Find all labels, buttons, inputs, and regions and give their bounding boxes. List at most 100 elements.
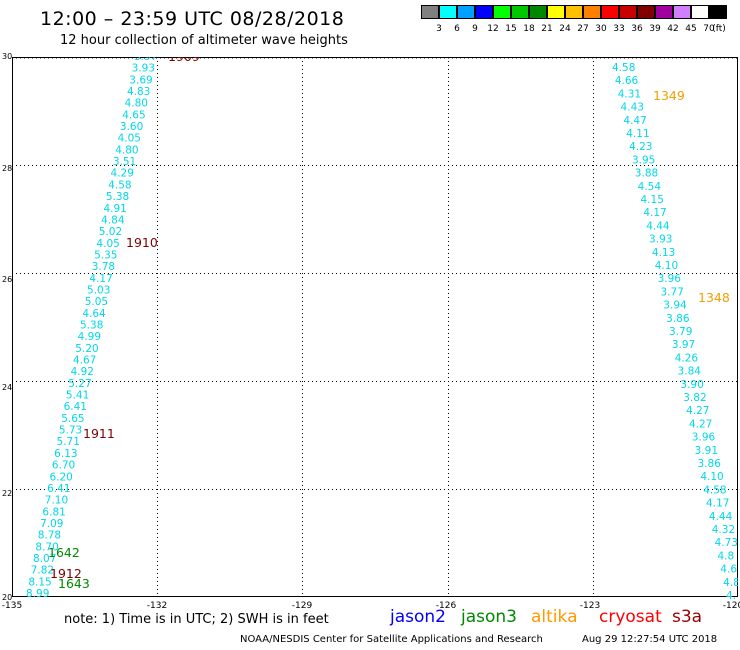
- legend-label: 42: [667, 24, 679, 34]
- swh-value: 3.97: [672, 339, 695, 351]
- swh-value: 4.91: [103, 203, 126, 215]
- satellite-label-jason3: jason3: [461, 607, 517, 627]
- legend-swatch: [421, 5, 439, 19]
- legend-swatch: [619, 5, 637, 19]
- swh-value: 5.02: [99, 226, 122, 238]
- swh-value: 5.41: [66, 390, 89, 402]
- swh-value: 4.17: [706, 498, 729, 510]
- legend-label: 36: [631, 24, 643, 34]
- map-plot: 3.973.933.694.834.804.653.604.054.803.51…: [12, 57, 738, 602]
- legend-label: 45: [685, 24, 697, 34]
- swh-value: 5.20: [75, 343, 98, 355]
- swh-value: 3.51: [113, 156, 136, 168]
- lat-label: 26: [2, 275, 13, 284]
- legend-swatch: [457, 5, 475, 19]
- legend-swatch: [583, 5, 601, 19]
- swh-value: 4.10: [700, 471, 723, 483]
- swh-value: 4.27: [689, 418, 712, 430]
- swh-value: 4.84: [101, 214, 125, 226]
- time-label: 1348: [698, 290, 730, 305]
- legend-swatch: [511, 5, 529, 19]
- swh-value: 5.65: [61, 413, 84, 425]
- swh-value: 4.29: [111, 168, 134, 180]
- swh-value: 4.80: [115, 144, 138, 156]
- footer-note: note: 1) Time is in UTC; 2) SWH is in fe…: [64, 612, 329, 627]
- legend-swatch: [529, 5, 547, 19]
- satellite-label-s3a: s3a: [672, 607, 703, 627]
- swh-value: 3.78: [92, 261, 115, 273]
- satellite-label-altika: altika: [531, 607, 578, 627]
- swh-value: 4.17: [89, 273, 112, 285]
- time-label: 1349: [653, 88, 685, 103]
- swh-value: 7.82: [31, 565, 54, 577]
- swh-value: 4.43: [621, 102, 644, 114]
- legend-label: 12: [487, 24, 499, 34]
- legend-label: 21: [541, 24, 553, 34]
- time-label: 1911: [83, 426, 115, 441]
- swh-value: 3.93: [132, 63, 155, 75]
- swh-value: 6.41: [47, 483, 70, 495]
- swh-value: 4.58: [612, 62, 635, 74]
- lon-label: -120: [722, 601, 740, 611]
- lon-label: -132: [146, 601, 168, 611]
- swh-value: 5.73: [59, 425, 82, 437]
- swh-value: 5.38: [80, 320, 103, 332]
- swh-value: 8.07: [33, 553, 56, 565]
- time-label: 1910: [126, 235, 158, 250]
- swh-value: 3.95: [632, 154, 655, 166]
- swh-value: 4.31: [618, 88, 641, 100]
- swh-value: 4.66: [615, 75, 639, 87]
- swh-value: 4.44: [646, 220, 670, 232]
- swh-value: 4.8: [723, 577, 738, 589]
- lon-label: -135: [1, 601, 23, 611]
- legend-label: 6: [454, 24, 460, 34]
- swh-value: 7.09: [40, 518, 63, 530]
- swh-value: 8.15: [28, 576, 51, 588]
- swh-value: 4.8: [717, 550, 734, 562]
- swh-value: 4.05: [96, 238, 119, 250]
- lon-label: -129: [291, 601, 313, 611]
- legend-label: 33: [613, 24, 625, 34]
- legend-swatch: [691, 5, 709, 19]
- swh-value: 5.71: [57, 436, 80, 448]
- swh-value: 4.23: [629, 141, 652, 153]
- satellite-label-cryosat: cryosat: [599, 607, 662, 627]
- swh-value: 3.79: [669, 326, 692, 338]
- legend-label: 3: [436, 24, 442, 34]
- swh-value: 3.82: [683, 392, 706, 404]
- legend-swatch: [709, 5, 727, 19]
- swh-value: 4.58: [703, 484, 726, 496]
- swh-value: 4.13: [652, 247, 675, 259]
- lat-label: 28: [2, 164, 13, 173]
- swh-value: 5.27: [68, 378, 91, 390]
- swh-value: 4.83: [127, 86, 150, 98]
- swh-value: 5.38: [106, 191, 129, 203]
- legend-swatch: [637, 5, 655, 19]
- legend-label: 18: [523, 24, 535, 34]
- lon-label: -126: [435, 601, 457, 611]
- lat-label: 20: [2, 593, 13, 602]
- legend-swatch: [601, 5, 619, 19]
- swh-value: 3.96: [658, 273, 682, 285]
- swh-value: 5.03: [87, 284, 110, 296]
- swh-value: 5.35: [94, 249, 117, 261]
- time-label: 1909: [168, 57, 200, 64]
- legend-label: 9: [472, 24, 478, 34]
- swh-value: 3.97: [134, 57, 157, 63]
- swh-value: 6.20: [49, 471, 72, 483]
- swh-value: 8.70: [35, 541, 58, 553]
- swh-value: 8.78: [38, 530, 61, 542]
- swh-value: 4.32: [712, 524, 735, 536]
- swh-value: 3.88: [635, 168, 658, 180]
- swh-value: 4.17: [643, 207, 666, 219]
- legend-swatch: [493, 5, 511, 19]
- swh-value: 3.86: [666, 313, 690, 325]
- lon-label: -123: [579, 601, 601, 611]
- swh-value: 6.13: [54, 448, 77, 460]
- swh-value: 4.54: [638, 181, 662, 193]
- swh-value: 4.6: [720, 564, 737, 576]
- lat-label: 24: [2, 383, 13, 392]
- swh-value: 3.60: [120, 121, 143, 133]
- swh-value: 3.86: [698, 458, 722, 470]
- swh-value: 4.64: [82, 308, 106, 320]
